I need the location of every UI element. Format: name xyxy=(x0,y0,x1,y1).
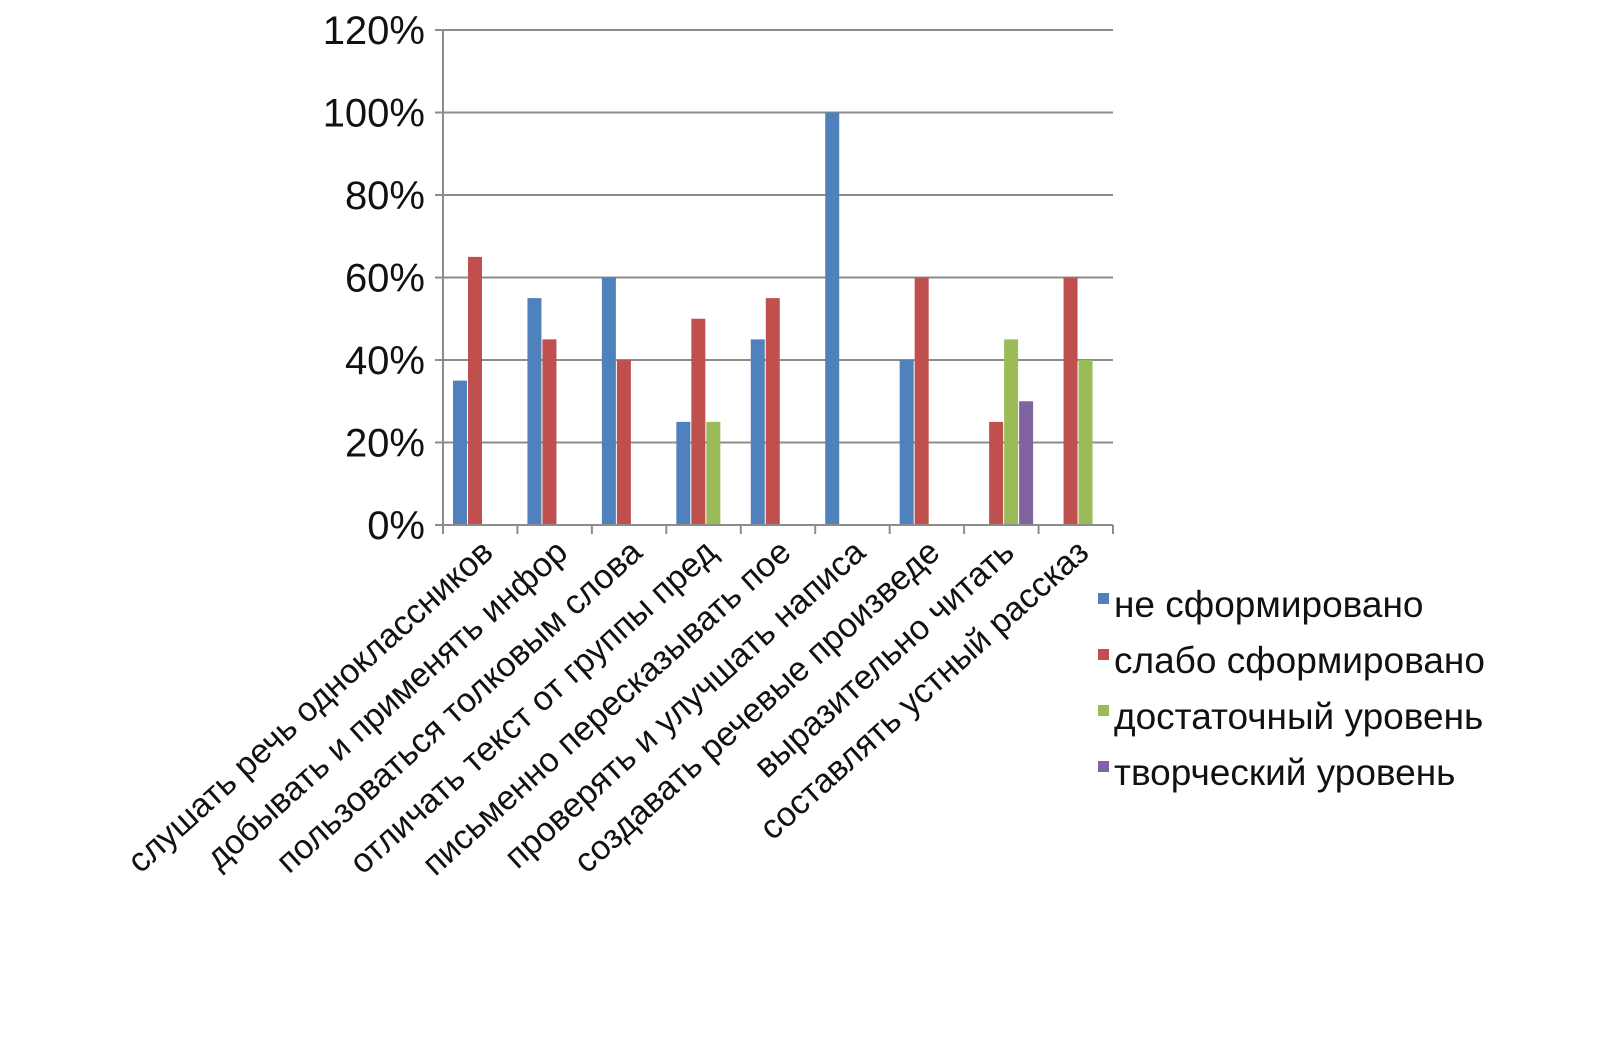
legend-swatch xyxy=(1098,649,1109,660)
bar xyxy=(527,298,542,525)
bar xyxy=(899,360,914,525)
legend: не сформировано слабо сформировано достато… xyxy=(1098,584,1485,793)
bar xyxy=(750,339,765,525)
y-tick-labels: 0% 20% 40% 60% 80% 100% 120% xyxy=(323,9,425,548)
bars xyxy=(453,112,1093,525)
bar xyxy=(1063,277,1078,525)
bar xyxy=(691,318,706,525)
y-tick-label: 0% xyxy=(367,504,425,548)
bar xyxy=(825,112,840,525)
bar xyxy=(601,277,616,525)
y-tick-label: 100% xyxy=(323,92,425,136)
bar xyxy=(468,256,482,525)
y-tick-label: 20% xyxy=(345,422,425,466)
legend-swatch xyxy=(1098,593,1109,604)
bar xyxy=(765,298,780,525)
legend-label: слабо сформировано xyxy=(1114,640,1485,681)
bar xyxy=(676,421,691,525)
legend-swatch xyxy=(1098,705,1109,716)
legend-label: творческий уровень xyxy=(1114,752,1455,793)
axes xyxy=(435,29,1114,534)
legend-label: не сформировано xyxy=(1114,584,1423,625)
y-tick-label: 60% xyxy=(345,257,425,301)
legend-label: достаточный уровень xyxy=(1114,696,1483,737)
bar xyxy=(914,277,929,525)
y-tick-label: 120% xyxy=(323,9,425,53)
bar xyxy=(542,339,557,525)
legend-swatch xyxy=(1098,761,1109,772)
bar xyxy=(1004,339,1019,525)
bar xyxy=(989,421,1004,525)
y-tick-label: 80% xyxy=(345,174,425,218)
bar xyxy=(706,421,721,525)
y-tick-label: 40% xyxy=(345,339,425,383)
bar xyxy=(1019,401,1034,525)
bar xyxy=(616,360,631,525)
bar xyxy=(1078,360,1093,525)
bar xyxy=(453,380,467,525)
